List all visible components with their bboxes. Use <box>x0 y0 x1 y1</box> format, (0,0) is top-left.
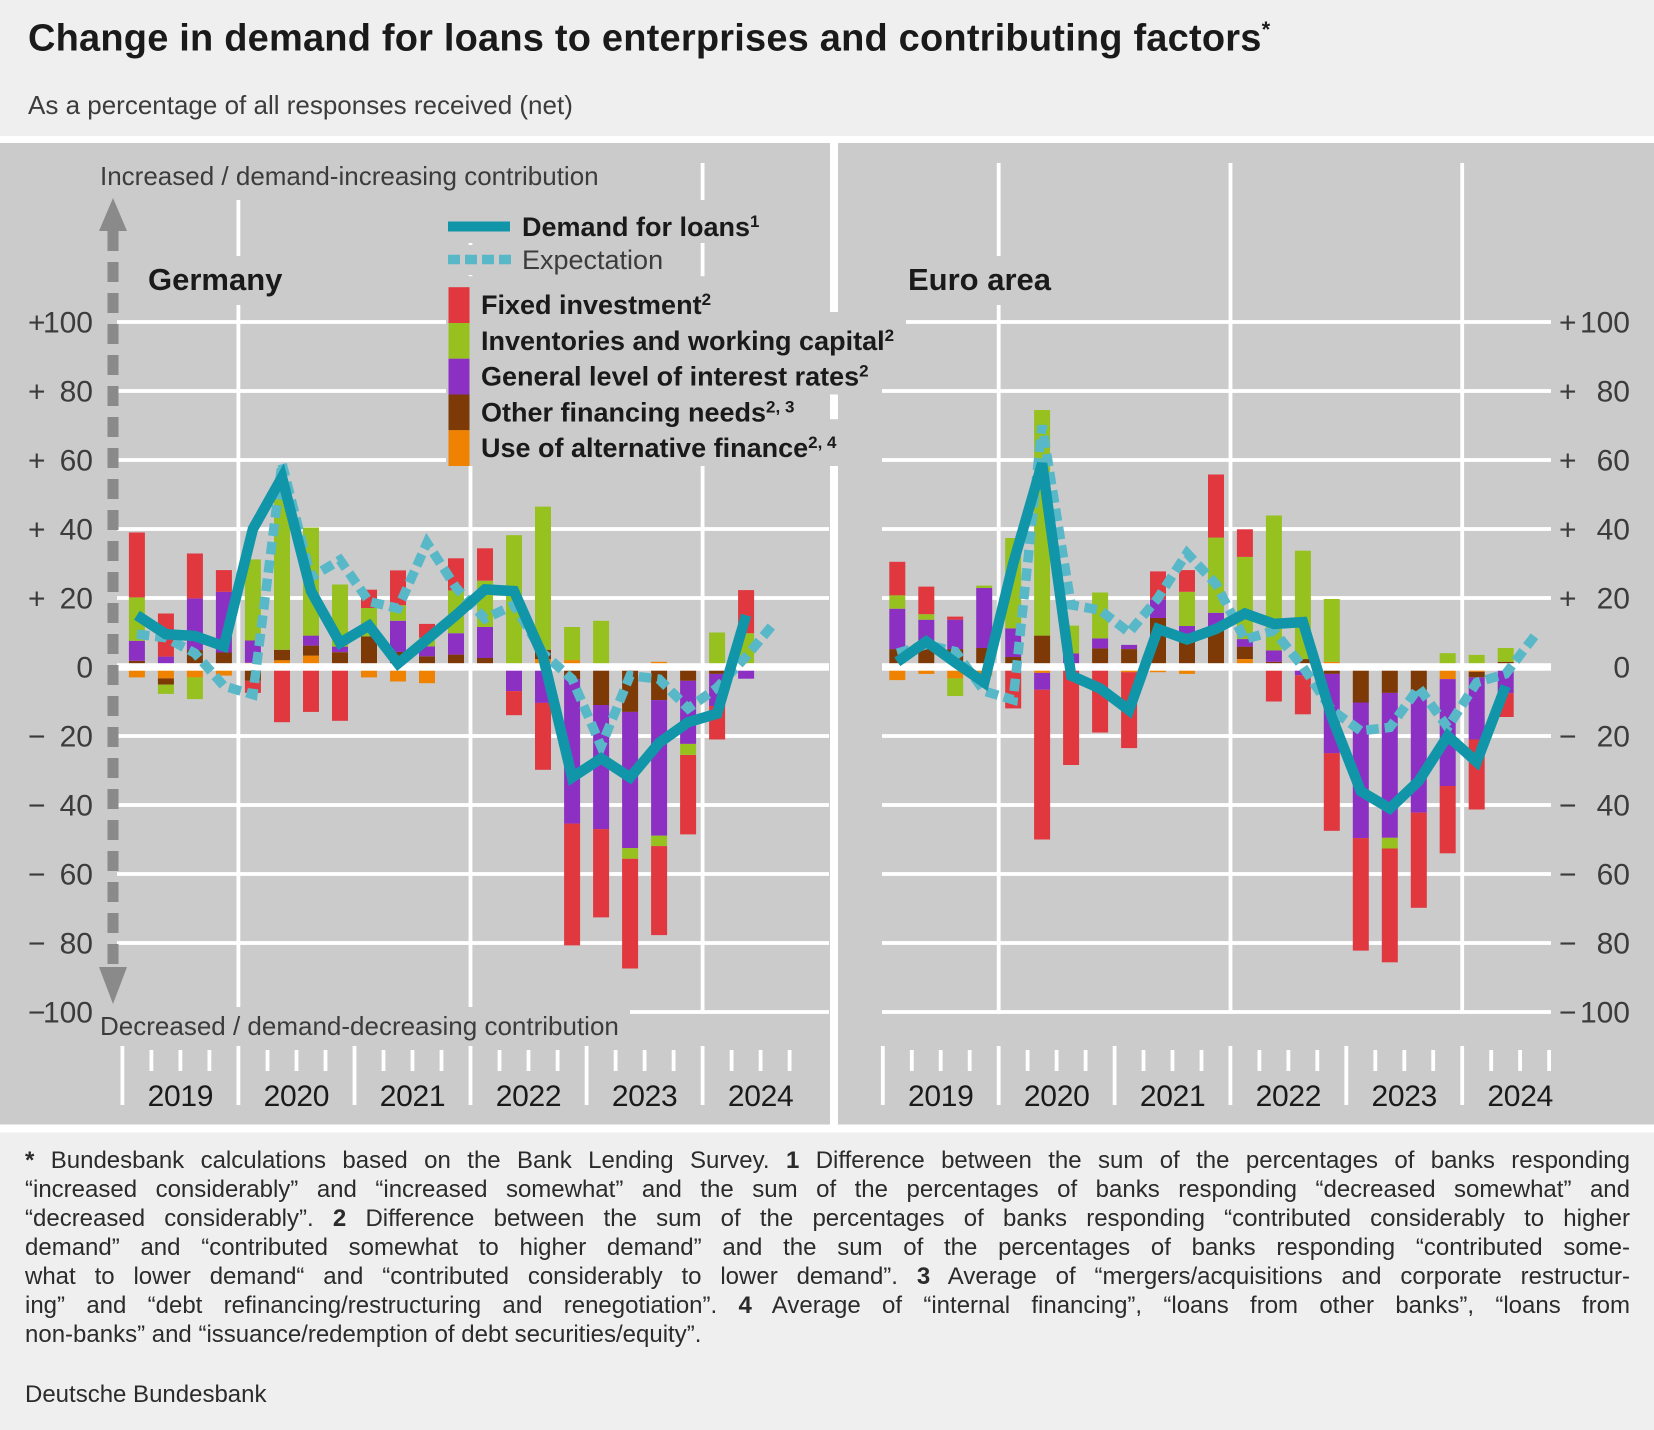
svg-text:+: + <box>1559 514 1577 547</box>
svg-text:General level of interest rate: General level of interest rates2 <box>481 362 869 392</box>
svg-text:2022: 2022 <box>496 1080 562 1113</box>
svg-text:2022: 2022 <box>1256 1080 1322 1113</box>
svg-text:20: 20 <box>60 583 93 616</box>
svg-text:+: + <box>28 514 46 547</box>
svg-text:2019: 2019 <box>148 1080 214 1113</box>
svg-text:−: − <box>1559 997 1577 1030</box>
svg-text:−: − <box>1559 790 1577 823</box>
svg-text:−: − <box>1559 859 1577 892</box>
svg-text:−: − <box>28 928 46 961</box>
svg-text:20: 20 <box>60 721 93 754</box>
svg-text:80: 80 <box>1597 376 1630 409</box>
svg-text:+: + <box>1559 583 1577 616</box>
svg-text:40: 40 <box>1597 514 1630 547</box>
svg-text:40: 40 <box>1597 790 1630 823</box>
svg-text:Inventories and working capita: Inventories and working capital2 <box>481 326 894 356</box>
svg-text:2021: 2021 <box>380 1080 446 1113</box>
svg-text:Fixed investment2: Fixed investment2 <box>481 290 711 320</box>
svg-text:80: 80 <box>1597 928 1630 961</box>
svg-text:+: + <box>28 376 46 409</box>
svg-text:−: − <box>28 997 46 1030</box>
svg-text:0: 0 <box>1613 652 1630 685</box>
svg-text:Germany: Germany <box>148 262 283 297</box>
svg-text:2023: 2023 <box>612 1080 678 1113</box>
svg-text:100: 100 <box>43 997 93 1030</box>
svg-text:20: 20 <box>1597 583 1630 616</box>
svg-text:60: 60 <box>60 445 93 478</box>
svg-text:Increased / demand-increasing: Increased / demand-increasing contributi… <box>100 161 599 191</box>
svg-text:40: 40 <box>60 790 93 823</box>
svg-text:+: + <box>28 307 46 340</box>
svg-text:Euro area: Euro area <box>908 262 1052 297</box>
svg-text:2020: 2020 <box>264 1080 330 1113</box>
svg-text:−: − <box>1559 721 1577 754</box>
svg-text:+: + <box>1559 376 1577 409</box>
svg-text:100: 100 <box>43 307 93 340</box>
svg-text:2021: 2021 <box>1140 1080 1206 1113</box>
svg-text:+: + <box>28 583 46 616</box>
svg-text:20: 20 <box>1597 721 1630 754</box>
svg-text:+: + <box>1559 307 1577 340</box>
svg-text:80: 80 <box>60 928 93 961</box>
svg-text:40: 40 <box>60 514 93 547</box>
svg-text:2020: 2020 <box>1024 1080 1090 1113</box>
svg-text:−: − <box>28 790 46 823</box>
svg-text:100: 100 <box>1580 997 1630 1030</box>
svg-text:+: + <box>1559 445 1577 478</box>
svg-text:60: 60 <box>1597 445 1630 478</box>
svg-text:−: − <box>1559 928 1577 961</box>
svg-text:−: − <box>28 859 46 892</box>
svg-text:Expectation: Expectation <box>522 245 663 275</box>
svg-text:100: 100 <box>1580 307 1630 340</box>
svg-text:Demand for loans1: Demand for loans1 <box>522 212 760 242</box>
svg-text:0: 0 <box>76 652 93 685</box>
svg-text:−: − <box>28 721 46 754</box>
svg-text:+: + <box>28 445 46 478</box>
svg-text:2024: 2024 <box>728 1080 794 1113</box>
svg-text:60: 60 <box>60 859 93 892</box>
svg-text:Other financing needs2, 3: Other financing needs2, 3 <box>481 398 794 428</box>
svg-text:2024: 2024 <box>1487 1080 1553 1113</box>
svg-text:80: 80 <box>60 376 93 409</box>
svg-text:Use of alternative finance2, 4: Use of alternative finance2, 4 <box>481 433 837 463</box>
svg-text:2019: 2019 <box>908 1080 974 1113</box>
svg-text:2023: 2023 <box>1372 1080 1438 1113</box>
svg-text:60: 60 <box>1597 859 1630 892</box>
svg-text:Decreased / demand-decreasing: Decreased / demand-decreasing contributi… <box>100 1011 619 1041</box>
